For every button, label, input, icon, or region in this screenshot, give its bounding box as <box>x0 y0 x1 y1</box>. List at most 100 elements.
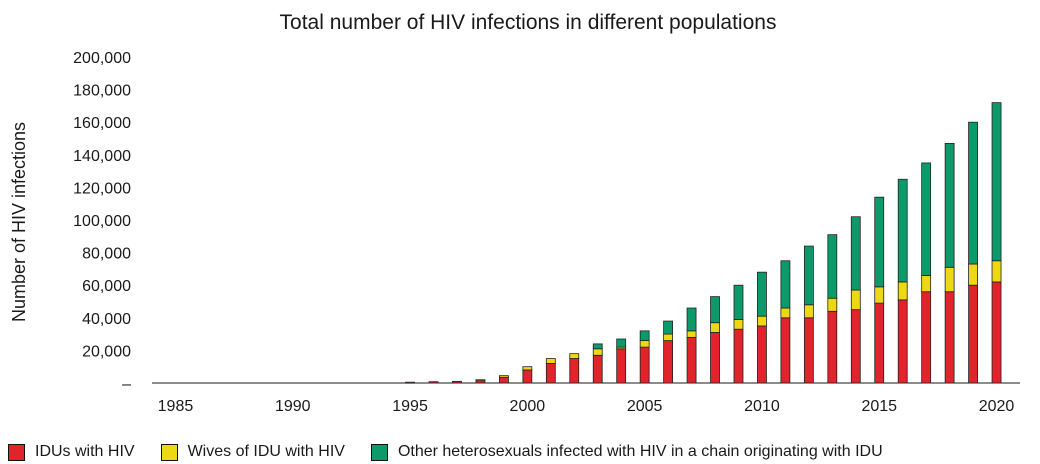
bar-idus <box>803 317 814 384</box>
bar-other-heterosexuals <box>897 178 908 283</box>
x-tick-label: 2010 <box>744 398 780 415</box>
bar-wives <box>569 353 580 359</box>
x-tick-label: 2005 <box>627 398 663 415</box>
x-tick-label: 2000 <box>510 398 546 415</box>
bar-other-heterosexuals <box>686 307 697 332</box>
bar-wives <box>545 358 556 364</box>
bar-idus <box>921 291 932 384</box>
x-tick-label: 2015 <box>861 398 897 415</box>
legend-item-wives: Wives of IDU with HIV <box>160 443 345 461</box>
y-tick-label: 40,000 <box>82 311 131 328</box>
bar-other-heterosexuals <box>592 343 603 350</box>
y-tick-label: 200,000 <box>73 50 131 67</box>
bar-other-heterosexuals <box>968 121 978 265</box>
legend-item-idus: IDUs with HIV <box>8 443 135 461</box>
bar-idus <box>780 317 791 384</box>
bar-wives <box>780 307 791 319</box>
bar-other-heterosexuals <box>757 271 767 317</box>
bar-idus <box>498 376 509 384</box>
y-tick-label: 100,000 <box>73 213 131 230</box>
legend-label-wives: Wives of IDU with HIV <box>187 443 345 460</box>
bar-wives <box>803 304 814 319</box>
bar-idus <box>757 325 767 384</box>
y-tick-label: 140,000 <box>73 148 131 165</box>
y-tick-label: 60,000 <box>82 278 131 295</box>
bar-idus <box>522 369 533 384</box>
bar-idus <box>639 346 650 384</box>
y-axis: – 20,000 40,000 60,000 80,000 100,000 120,000 1… <box>73 50 131 393</box>
bar-wives <box>639 340 650 348</box>
bar-wives <box>874 286 885 304</box>
bar-idus <box>850 309 861 384</box>
x-axis: 1985 1990 1995 2000 2005 2010 2015 2020 <box>152 382 1020 415</box>
legend-label-other-heterosexuals: Other heterosexuals infected with HIV in… <box>397 443 883 460</box>
bar-wives <box>944 266 955 293</box>
legend: IDUs with HIV Wives of IDU with HIV Othe… <box>8 442 883 462</box>
x-tick-label: 1990 <box>275 398 311 415</box>
bar-idus <box>428 381 439 384</box>
y-tick-label: 80,000 <box>82 246 131 263</box>
legend-item-other-heterosexuals: Other heterosexuals infected with HIV in… <box>370 443 883 461</box>
bar-wives <box>498 375 509 378</box>
bar-wives <box>757 315 767 327</box>
bar-wives <box>897 281 908 301</box>
bar-wives <box>921 275 932 293</box>
y-tick-label: 160,000 <box>73 115 131 132</box>
bar-other-heterosexuals <box>616 338 627 348</box>
y-tick-label: – <box>122 376 131 393</box>
bar-other-heterosexuals <box>850 216 861 291</box>
legend-swatch-wives <box>160 443 178 461</box>
bar-wives <box>733 319 744 330</box>
bar-other-heterosexuals <box>803 245 814 306</box>
bar-idus <box>710 332 720 384</box>
bars <box>405 102 1002 384</box>
bar-idus <box>405 381 415 384</box>
bar-idus <box>968 284 978 384</box>
bar-other-heterosexuals <box>921 162 932 276</box>
bar-idus <box>897 299 908 384</box>
bar-wives <box>827 297 838 312</box>
bar-idus <box>616 348 627 384</box>
y-tick-label: 180,000 <box>73 83 131 100</box>
bar-wives <box>475 379 486 382</box>
legend-swatch-other-heterosexuals <box>370 443 388 461</box>
bar-wives <box>663 333 674 342</box>
bar-idus <box>663 340 674 384</box>
stacked-bar-chart: Total number of HIV infections in differ… <box>9 11 1020 415</box>
bar-idus <box>827 310 838 384</box>
bar-other-heterosexuals <box>639 330 650 342</box>
bar-idus <box>944 291 955 384</box>
x-tick-label: 1985 <box>158 398 194 415</box>
bar-idus <box>545 363 556 384</box>
bar-idus <box>991 281 1002 384</box>
bar-other-heterosexuals <box>827 234 838 299</box>
legend-label-idus: IDUs with HIV <box>35 443 135 460</box>
legend-swatch-idus <box>8 443 25 461</box>
y-axis-label: Number of HIV infections <box>9 122 29 322</box>
x-tick-label: 1995 <box>392 398 428 415</box>
bar-other-heterosexuals <box>991 102 1002 262</box>
x-tick-label: 2020 <box>979 398 1015 415</box>
bar-other-heterosexuals <box>874 196 885 288</box>
bar-idus <box>452 380 462 384</box>
bar-idus <box>592 354 603 384</box>
bar-wives <box>710 322 720 333</box>
bar-other-heterosexuals <box>710 296 720 324</box>
bar-other-heterosexuals <box>663 320 674 335</box>
bar-wives <box>968 263 978 286</box>
bar-wives <box>686 330 697 338</box>
y-tick-label: 120,000 <box>73 180 131 197</box>
bar-wives <box>991 260 1002 283</box>
bar-idus <box>874 302 885 384</box>
bar-idus <box>569 358 580 384</box>
bar-wives <box>592 348 603 356</box>
bar-idus <box>686 336 697 384</box>
bar-other-heterosexuals <box>733 284 744 320</box>
bar-idus <box>733 328 744 384</box>
bar-wives <box>850 289 861 311</box>
bar-wives <box>522 366 533 371</box>
bar-other-heterosexuals <box>780 260 791 309</box>
y-tick-label: 20,000 <box>82 343 131 360</box>
chart-title: Total number of HIV infections in differ… <box>280 11 777 34</box>
bar-other-heterosexuals <box>944 142 955 268</box>
